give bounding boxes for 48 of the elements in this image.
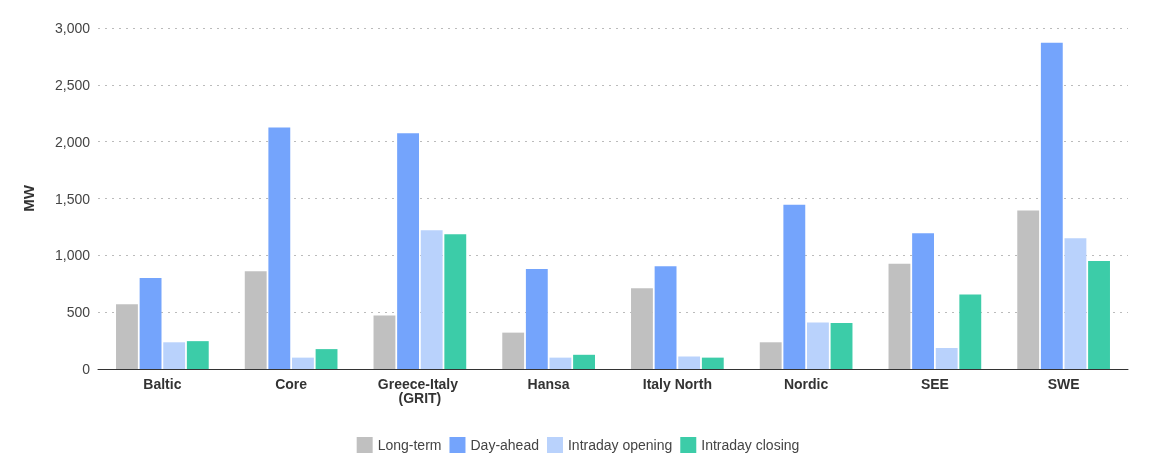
bar <box>935 347 958 369</box>
bar <box>783 204 806 369</box>
y-axis-title: MW <box>20 184 37 212</box>
legend-label: Day-ahead <box>470 437 539 453</box>
bar <box>807 322 829 369</box>
x-tick-label: SEE <box>920 376 949 392</box>
bar <box>420 230 443 369</box>
bar <box>186 341 209 369</box>
bar <box>1040 42 1063 369</box>
bar <box>116 304 138 369</box>
y-tick-label: 1,000 <box>54 247 91 264</box>
y-tick-label: 3,000 <box>54 20 91 36</box>
bar <box>549 357 572 369</box>
bar <box>1064 238 1087 369</box>
y-tick-label: 2,500 <box>54 76 91 93</box>
bar <box>315 349 338 369</box>
bar <box>701 357 724 369</box>
x-tick-label: SWE <box>1047 376 1080 392</box>
bar <box>139 278 162 369</box>
legend-label: Intraday opening <box>567 437 673 453</box>
x-tick-label: Core <box>275 376 308 392</box>
bar <box>654 266 677 369</box>
x-tick-label: Baltic <box>143 376 182 392</box>
bar <box>373 315 396 369</box>
bar <box>912 233 934 369</box>
bar <box>268 127 291 369</box>
y-tick-label: 0 <box>82 361 91 377</box>
bar <box>959 294 982 369</box>
bar <box>292 357 314 369</box>
bar <box>830 322 853 369</box>
bar <box>525 268 548 369</box>
bar <box>163 342 186 369</box>
x-tick-label: Hansa <box>527 376 570 392</box>
bar <box>678 356 701 369</box>
x-tick-label: Greece-Italy (GRIT) <box>377 376 462 406</box>
y-tick-label: 1,500 <box>54 190 91 207</box>
x-tick-label: Italy North <box>642 376 712 392</box>
bar <box>573 354 595 369</box>
bar <box>444 234 467 369</box>
x-tick-label: Nordic <box>783 376 829 392</box>
y-tick-label: 500 <box>66 304 91 321</box>
bar <box>502 332 525 369</box>
bar <box>1088 261 1110 369</box>
y-tick-label: 2,000 <box>54 133 91 150</box>
bar <box>759 342 782 369</box>
legend-label: Long-term <box>377 437 442 453</box>
bar <box>397 133 419 369</box>
legend-label: Intraday closing <box>701 437 800 453</box>
